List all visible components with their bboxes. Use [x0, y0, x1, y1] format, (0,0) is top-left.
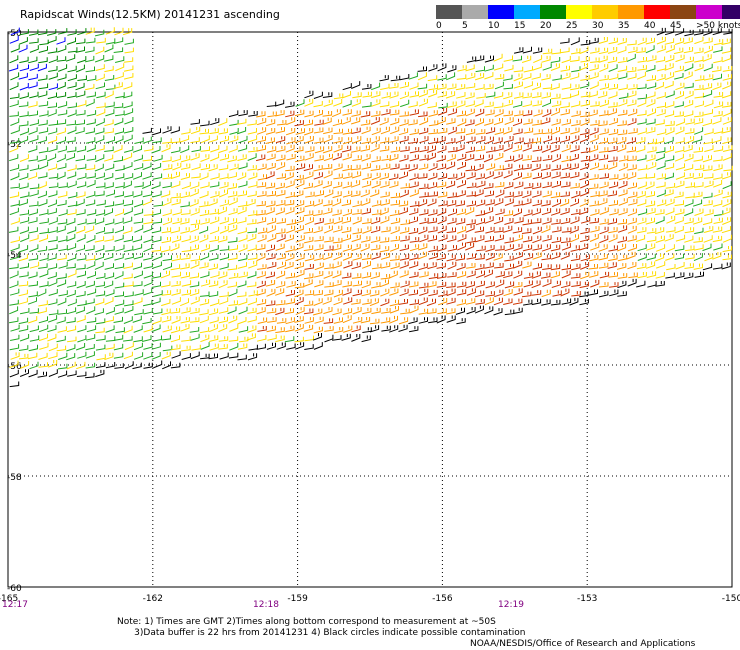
footnote: Note: 1) Times are GMT 2)Times along bot… — [117, 617, 526, 639]
color-scale-label-3: 15 — [514, 21, 526, 31]
lon-tick-label: -159 — [287, 594, 308, 604]
map-frame — [7, 31, 733, 588]
color-scale-label-4: 20 — [540, 21, 552, 31]
color-swatch-0 — [436, 5, 462, 19]
color-swatch-9 — [670, 5, 696, 19]
map-title: Rapidscat Winds(12.5KM) 20141231 ascendi… — [20, 8, 280, 21]
lat-tick-label: -50 — [7, 29, 22, 39]
credit: NOAA/NESDIS/Office of Research and Appli… — [470, 639, 696, 649]
color-swatch-11 — [722, 5, 740, 19]
color-swatch-7 — [618, 5, 644, 19]
wind-barbs — [8, 27, 733, 388]
lat-tick-label: -58 — [7, 473, 22, 483]
color-scale-label-10: >50 knots — [696, 21, 740, 31]
footnote-line-1: Note: 1) Times are GMT 2)Times along bot… — [117, 617, 496, 627]
lon-tick-label: -150 — [722, 594, 740, 604]
color-scale-label-1: 5 — [462, 21, 468, 31]
lon-tick-label: -165 — [0, 594, 18, 604]
color-scale-label-8: 40 — [644, 21, 656, 31]
color-scale-label-2: 10 — [488, 21, 500, 31]
lat-tick-label: -60 — [7, 584, 22, 594]
color-scale-label-9: 45 — [670, 21, 682, 31]
time-label-3: 12:19 — [498, 600, 524, 610]
time-label-1: 12:17 — [2, 600, 28, 610]
color-swatch-10 — [696, 5, 722, 19]
footnote-line-2: 3)Data buffer is 22 hrs from 20141231 4)… — [117, 628, 526, 638]
lon-tick-label: -156 — [432, 594, 453, 604]
lat-tick-label: -56 — [7, 362, 22, 372]
color-swatch-4 — [540, 5, 566, 19]
color-swatch-1 — [462, 5, 488, 19]
lat-tick-label: -52 — [7, 140, 22, 150]
color-swatch-2 — [488, 5, 514, 19]
lat-tick-label: -54 — [7, 251, 22, 261]
color-scale-label-6: 30 — [592, 21, 604, 31]
color-swatch-3 — [514, 5, 540, 19]
color-scale-label-5: 25 — [566, 21, 578, 31]
color-swatch-5 — [566, 5, 592, 19]
color-swatch-6 — [592, 5, 618, 19]
time-label-2: 12:18 — [253, 600, 279, 610]
lon-tick-label: -153 — [577, 594, 597, 604]
color-scale-label-0: 0 — [436, 21, 442, 31]
color-scale-labels: 0 5 10 15 20 25 30 35 40 45 >50 knots — [436, 21, 740, 33]
color-swatch-8 — [644, 5, 670, 19]
color-scale-bar — [436, 5, 740, 19]
lon-tick-label: -162 — [143, 594, 163, 604]
color-scale-label-7: 35 — [618, 21, 630, 31]
